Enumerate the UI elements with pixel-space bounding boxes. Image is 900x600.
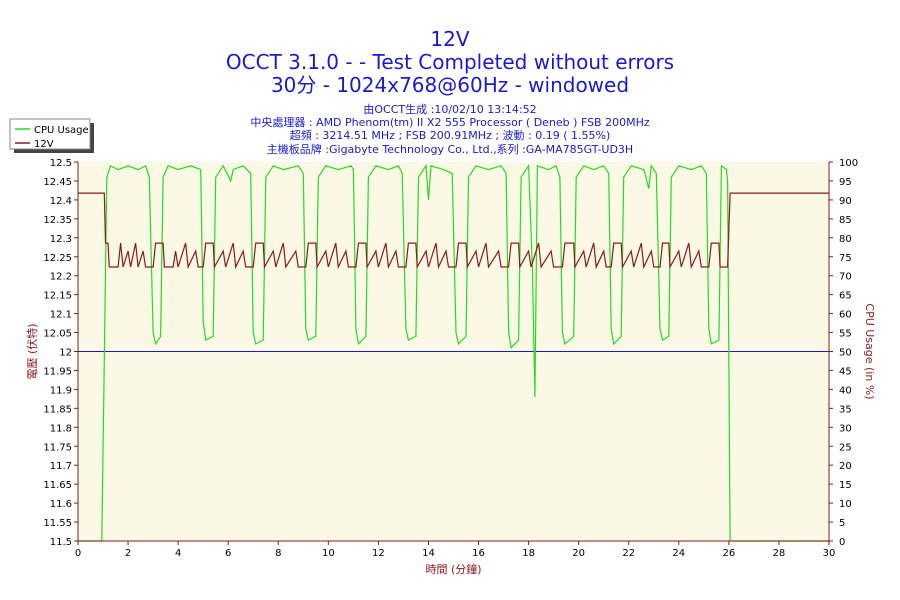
chart-subtitle: OCCT 3.1.0 - - Test Completed without er…	[225, 50, 675, 74]
y-right-tick-label: 45	[839, 366, 852, 377]
x-tick-label: 14	[422, 548, 435, 559]
y-left-tick-label: 12.35	[43, 215, 72, 226]
x-tick-label: 8	[275, 548, 281, 559]
y-left-tick-label: 12.2	[50, 272, 72, 283]
y-right-tick-label: 40	[839, 385, 852, 396]
y-right-tick-label: 75	[839, 253, 852, 264]
series-cpu-usage	[78, 163, 829, 542]
y-left-tick-label: 12.15	[43, 291, 72, 302]
y-left-tick-label: 12.1	[50, 310, 72, 321]
y-right-tick-label: 80	[839, 234, 852, 245]
legend: CPU Usage 12V	[9, 118, 94, 153]
y-right-tick-label: 20	[839, 461, 852, 472]
legend-label-12v: 12V	[34, 139, 54, 150]
x-tick-label: 16	[472, 548, 485, 559]
x-tick-label: 20	[572, 548, 585, 559]
info-generated: 由OCCT生成 :10/02/10 13:14:52	[363, 103, 537, 116]
y-left-tick-label: 12.3	[50, 234, 72, 245]
info-motherboard: 主機板品牌 :Gigabyte Technology Co., Ltd.,系列 …	[266, 143, 634, 156]
y-left-tick-label: 11.6	[50, 499, 72, 510]
x-tick-label: 4	[175, 548, 181, 559]
y-right-tick-label: 0	[839, 537, 845, 548]
test-config: 30分 - 1024x768@60Hz - windowed	[270, 73, 630, 97]
y-right-tick-label: 10	[839, 499, 852, 510]
y-right-tick-label: 55	[839, 329, 852, 340]
y-left-tick-label: 12.5	[50, 158, 72, 169]
y-left-tick-label: 11.5	[50, 537, 72, 548]
y-axis-left-label: 電壓 (伏特)	[25, 323, 39, 379]
y-left-tick-label: 11.65	[43, 480, 72, 491]
legend-box	[9, 118, 91, 150]
y-left-tick-label: 11.75	[43, 442, 72, 453]
y-left-tick-label: 11.95	[43, 366, 72, 377]
y-left-tick-label: 12.45	[43, 177, 72, 188]
y-left-tick-label: 12.4	[50, 196, 72, 207]
y-left-tick-label: 12	[59, 348, 72, 359]
x-tick-label: 26	[722, 548, 735, 559]
y-left-tick-label: 11.55	[43, 518, 72, 529]
x-tick-label: 12	[372, 548, 385, 559]
legend-label-cpu: CPU Usage	[34, 125, 89, 136]
info-overclock: 超頻 : 3214.51 MHz ; FSB 200.91MHz ; 波動 : …	[289, 129, 611, 142]
x-tick-label: 10	[322, 548, 335, 559]
x-tick-label: 6	[225, 548, 231, 559]
y-right-tick-label: 15	[839, 480, 852, 491]
x-axis-label: 時間 (分鐘)	[425, 562, 481, 576]
y-left-tick-label: 11.85	[43, 404, 72, 415]
y-left-tick-label: 11.7	[50, 461, 72, 472]
y-left-tick-label: 11.9	[50, 385, 72, 396]
series-12v	[78, 192, 829, 270]
x-tick-label: 18	[522, 548, 535, 559]
chart-title: 12V	[430, 27, 470, 51]
x-tick-label: 0	[75, 548, 81, 559]
x-tick-label: 24	[672, 548, 685, 559]
y-right-tick-label: 60	[839, 310, 852, 321]
y-left-tick-label: 12.25	[43, 253, 72, 264]
y-right-tick-label: 35	[839, 404, 852, 415]
x-tick-label: 22	[622, 548, 635, 559]
y-right-tick-label: 25	[839, 442, 852, 453]
x-tick-label: 30	[823, 548, 836, 559]
y-right-tick-label: 70	[839, 272, 852, 283]
y-right-tick-label: 95	[839, 177, 852, 188]
y-right-tick-label: 100	[839, 158, 858, 169]
info-cpu: 中央處理器 : AMD Phenom(tm) II X2 555 Process…	[250, 116, 650, 129]
y-right-tick-label: 85	[839, 215, 852, 226]
y-right-tick-label: 30	[839, 423, 852, 434]
y-left-tick-label: 11.8	[50, 423, 72, 434]
y-right-tick-label: 90	[839, 196, 852, 207]
y-right-tick-label: 65	[839, 291, 852, 302]
x-tick-label: 2	[125, 548, 131, 559]
y-axis-right-label: CPU Usage (in %)	[863, 303, 876, 399]
y-right-tick-label: 5	[839, 518, 845, 529]
y-left-tick-label: 12.05	[43, 329, 72, 340]
x-tick-label: 28	[773, 548, 786, 559]
y-right-tick-label: 50	[839, 348, 852, 359]
